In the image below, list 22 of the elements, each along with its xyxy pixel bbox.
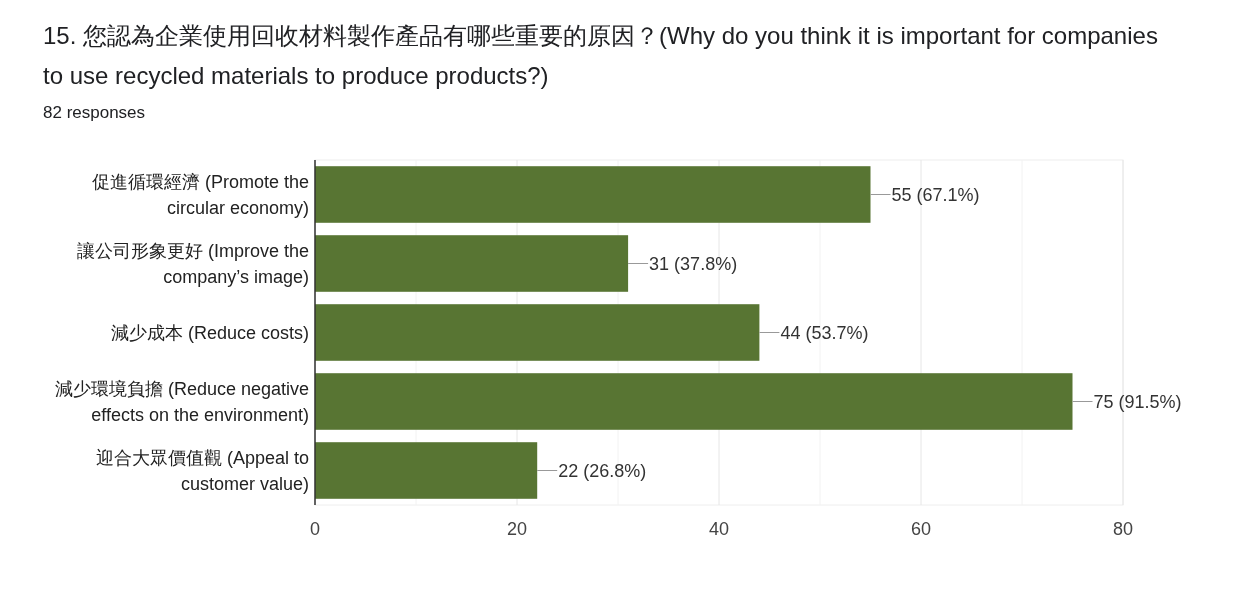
- text: 82 responses: [43, 103, 146, 122]
- bar: [315, 442, 538, 499]
- y-tick-label: 減少環境負擔 (Reduce negative effects on the environment): [54, 378, 309, 425]
- bar: [315, 373, 1073, 430]
- x-tick-label: 20: [506, 519, 528, 539]
- y-tick-label: 迎合大眾價值觀 (Appeal to customer value): [95, 447, 309, 494]
- x-tick-label: 0: [309, 519, 321, 539]
- bar: [315, 235, 629, 292]
- chart-title: 15. 您認為企業使用回收材料製作產品有哪些重要的原因？(Why do you think it is important for companies to use recycled materials to produce products?): [43, 22, 1158, 89]
- y-tick-label: 促進循環經濟 (Promote the circular economy): [91, 171, 309, 218]
- data-label: 22 (26.8%): [558, 460, 647, 481]
- x-tick-label: 60: [910, 519, 932, 539]
- data-label: 31 (37.8%): [649, 253, 738, 274]
- x-tick-label: 80: [1112, 519, 1134, 539]
- bar: [315, 304, 760, 361]
- bar: [315, 166, 871, 223]
- y-tick-label: 減少成本 (Reduce costs): [110, 322, 309, 343]
- data-label: 44 (53.7%): [780, 322, 869, 343]
- data-label: 55 (67.1%): [891, 184, 980, 205]
- data-label: 75 (91.5%): [1093, 391, 1182, 412]
- x-tick-label: 40: [708, 519, 730, 539]
- y-tick-label: 讓公司形象更好 (Improve the company’s image): [76, 240, 309, 287]
